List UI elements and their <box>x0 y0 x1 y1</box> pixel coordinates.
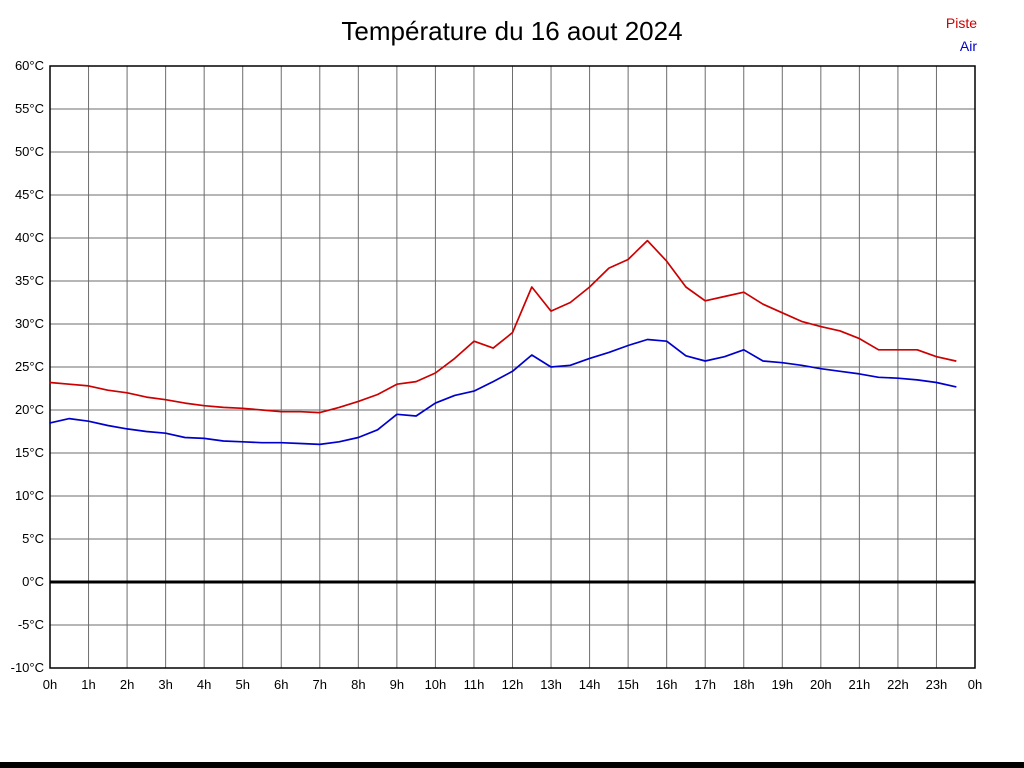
x-tick-label: 3h <box>158 677 172 692</box>
plot-frame <box>49 65 976 669</box>
x-tick-label: 22h <box>887 677 909 692</box>
series-line-piste <box>49 239 957 414</box>
x-tick-label: 17h <box>694 677 716 692</box>
y-tick-label: 55°C <box>15 101 44 116</box>
y-tick-label: 5°C <box>22 531 44 546</box>
x-tick-label: 21h <box>849 677 871 692</box>
x-tick-label: 20h <box>810 677 832 692</box>
x-tick-label: 12h <box>502 677 524 692</box>
legend-piste-label: Piste <box>945 15 977 31</box>
y-tick-label: 50°C <box>15 144 44 159</box>
x-tick-label: 4h <box>197 677 211 692</box>
x-tick-label: 5h <box>235 677 249 692</box>
y-tick-label: 45°C <box>15 187 44 202</box>
y-tick-label: -10°C <box>11 660 44 675</box>
y-tick-label: 25°C <box>15 359 44 374</box>
y-tick-label: 20°C <box>15 402 44 417</box>
x-tick-label: 7h <box>313 677 327 692</box>
x-tick-label: 16h <box>656 677 678 692</box>
x-tick-label: 8h <box>351 677 365 692</box>
bottom-border-bar <box>0 762 1024 768</box>
x-tick-label: 9h <box>390 677 404 692</box>
y-tick-label: 60°C <box>15 58 44 73</box>
x-tick-label: 0h <box>968 677 982 692</box>
legend-air-label: Air <box>959 38 977 54</box>
x-tick-label: 0h <box>43 677 57 692</box>
x-tick-label: 19h <box>771 677 793 692</box>
y-tick-label: -5°C <box>18 617 44 632</box>
y-tick-label: 30°C <box>15 316 44 331</box>
x-tick-label: 6h <box>274 677 288 692</box>
chart-title: Température du 16 aout 2024 <box>341 16 683 46</box>
y-tick-label: 0°C <box>22 574 44 589</box>
x-tick-label: 23h <box>926 677 948 692</box>
legend: Piste Air <box>946 12 977 58</box>
y-tick-label: 35°C <box>15 273 44 288</box>
y-tick-label: 10°C <box>15 488 44 503</box>
x-tick-label: 11h <box>464 677 485 692</box>
x-tick-label: 10h <box>425 677 447 692</box>
x-tick-label: 2h <box>120 677 134 692</box>
y-tick-label: 40°C <box>15 230 44 245</box>
x-tick-label: 14h <box>579 677 601 692</box>
x-tick-label: 13h <box>540 677 562 692</box>
x-tick-label: 15h <box>617 677 639 692</box>
x-tick-label: 1h <box>81 677 95 692</box>
series-line-air <box>49 338 957 446</box>
x-tick-label: 18h <box>733 677 755 692</box>
y-tick-label: 15°C <box>15 445 44 460</box>
